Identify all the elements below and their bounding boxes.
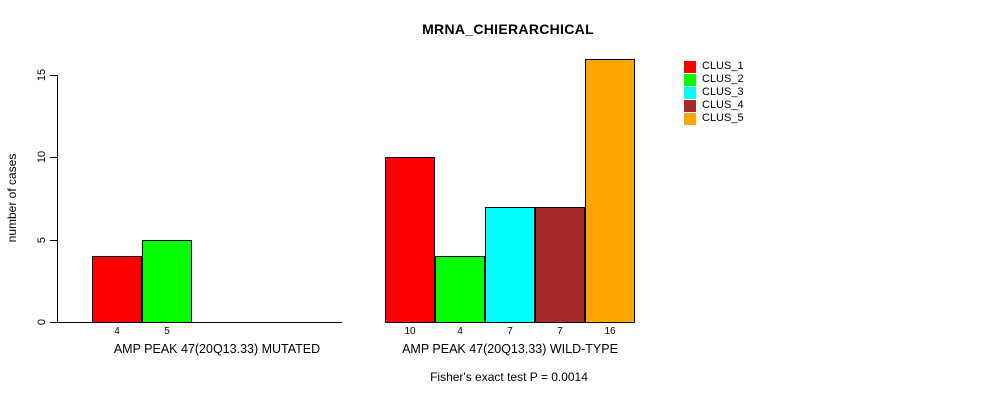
legend-swatch-icon (684, 86, 696, 99)
legend-swatch-icon (684, 73, 696, 86)
legend-label: CLUS_5 (702, 112, 744, 124)
bar-clus_1 (385, 157, 435, 323)
y-axis-tick (50, 75, 57, 76)
bar-value-label: 7 (507, 326, 513, 337)
legend: CLUS_1 CLUS_2 CLUS_3 CLUS_4 CLUS_5 (684, 60, 744, 125)
fisher-test-annotation: Fisher's exact test P = 0.0014 (430, 370, 588, 384)
y-tick-label: 0 (36, 318, 48, 326)
y-tick-label: 15 (36, 68, 48, 82)
bar-value-label: 7 (557, 326, 563, 337)
legend-item: CLUS_3 (684, 86, 744, 99)
y-axis-line (57, 75, 58, 323)
legend-item: CLUS_1 (684, 60, 744, 73)
bar-value-label: 4 (457, 326, 463, 337)
legend-item: CLUS_2 (684, 73, 744, 86)
y-axis-tick (50, 240, 57, 241)
bar-value-label: 5 (164, 326, 170, 337)
x-axis-line (57, 322, 342, 323)
chart-title: MRNA_CHIERARCHICAL (422, 21, 594, 37)
y-tick-label: 10 (36, 150, 48, 164)
legend-label: CLUS_1 (702, 60, 744, 72)
legend-item: CLUS_5 (684, 112, 744, 125)
group-label: AMP PEAK 47(20Q13.33) MUTATED (113, 342, 321, 356)
legend-swatch-icon (684, 60, 696, 73)
bar-clus_4 (535, 207, 585, 323)
bar-clus_2 (435, 256, 485, 323)
bar-value-label: 10 (404, 326, 416, 337)
legend-swatch-icon (684, 112, 696, 125)
bar-value-label: 4 (114, 326, 120, 337)
bar-clus_2 (142, 240, 192, 323)
y-axis-tick (50, 322, 57, 323)
legend-label: CLUS_2 (702, 73, 744, 85)
legend-label: CLUS_4 (702, 99, 744, 111)
bar-clus_1 (92, 256, 142, 323)
group-label: AMP PEAK 47(20Q13.33) WILD-TYPE (402, 342, 618, 356)
legend-swatch-icon (684, 99, 696, 112)
legend-item: CLUS_4 (684, 99, 744, 112)
legend-label: CLUS_3 (702, 86, 744, 98)
bar-clus_3 (485, 207, 535, 323)
y-axis-tick (50, 157, 57, 158)
bar-clus_5 (585, 59, 635, 323)
y-tick-label: 5 (36, 236, 48, 244)
bar-value-label: 16 (604, 326, 616, 337)
